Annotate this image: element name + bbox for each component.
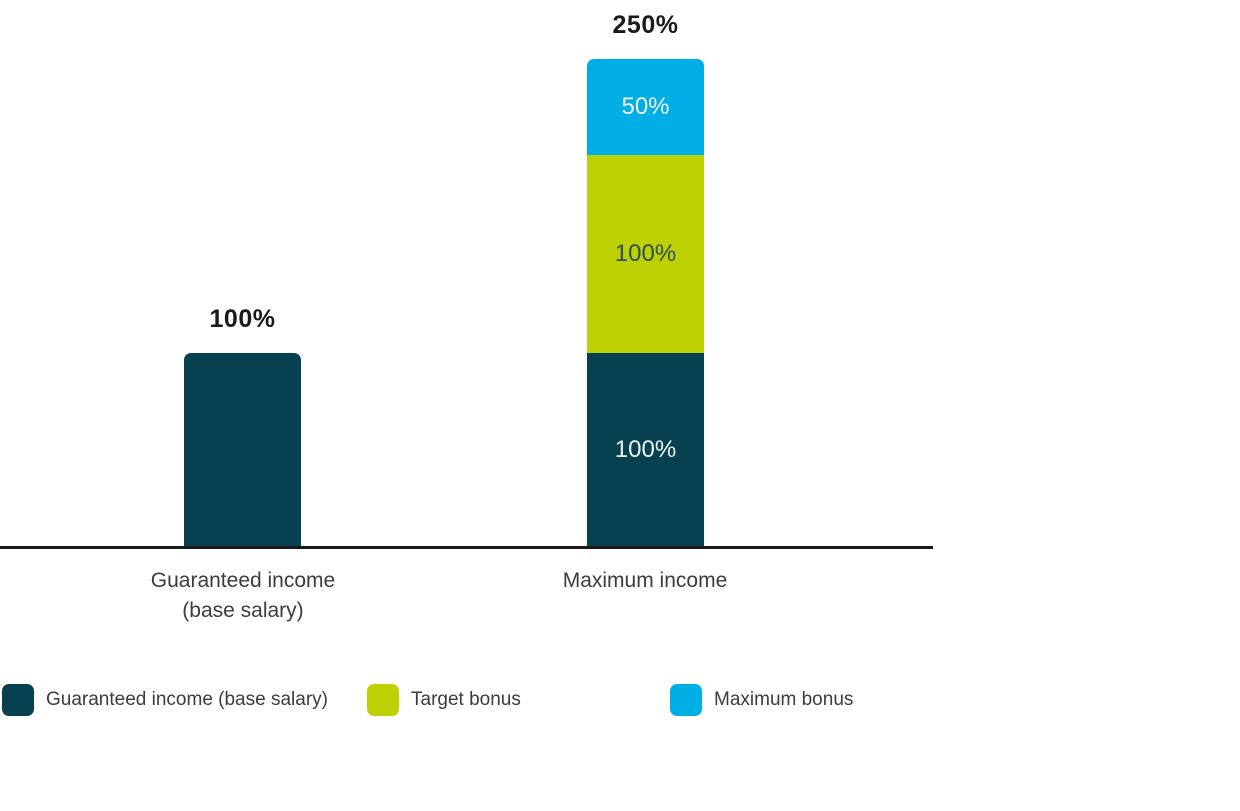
bar1-total-label: 100%: [209, 305, 276, 333]
legend-swatch-maximum-bonus: [670, 684, 702, 716]
base-salary-segment-value: 100%: [614, 435, 677, 463]
legend-item-maximum-bonus: Maximum bonus: [670, 684, 853, 716]
legend-item-guaranteed-income: Guaranteed income (base salary): [2, 684, 328, 716]
legend-label-target-bonus: Target bonus: [411, 689, 521, 710]
legend-item-target-bonus: Target bonus: [367, 684, 521, 716]
legend-label-guaranteed-income: Guaranteed income (base salary): [46, 689, 328, 710]
bar-maximum-income-target-bonus-segment: 100%: [587, 155, 704, 353]
bar2-total-label: 250%: [612, 11, 679, 39]
x-axis-label-guaranteed-income: Guaranteed income (base salary): [150, 569, 336, 622]
max-bonus-segment-value: 50%: [621, 93, 670, 120]
legend-swatch-target-bonus: [367, 684, 399, 716]
x-axis-line: [0, 546, 933, 549]
target-bonus-segment-value: 100%: [614, 240, 677, 267]
bar-guaranteed-income-base-segment: [184, 353, 301, 546]
legend-label-maximum-bonus: Maximum bonus: [714, 689, 854, 710]
bar-maximum-income-base-salary-segment: 100%: [587, 353, 704, 546]
bar-maximum-income-max-bonus-segment: 50%: [587, 59, 704, 155]
legend-swatch-guaranteed-income: [2, 684, 34, 716]
x-axis-label-maximum-income: Maximum income: [562, 569, 728, 592]
